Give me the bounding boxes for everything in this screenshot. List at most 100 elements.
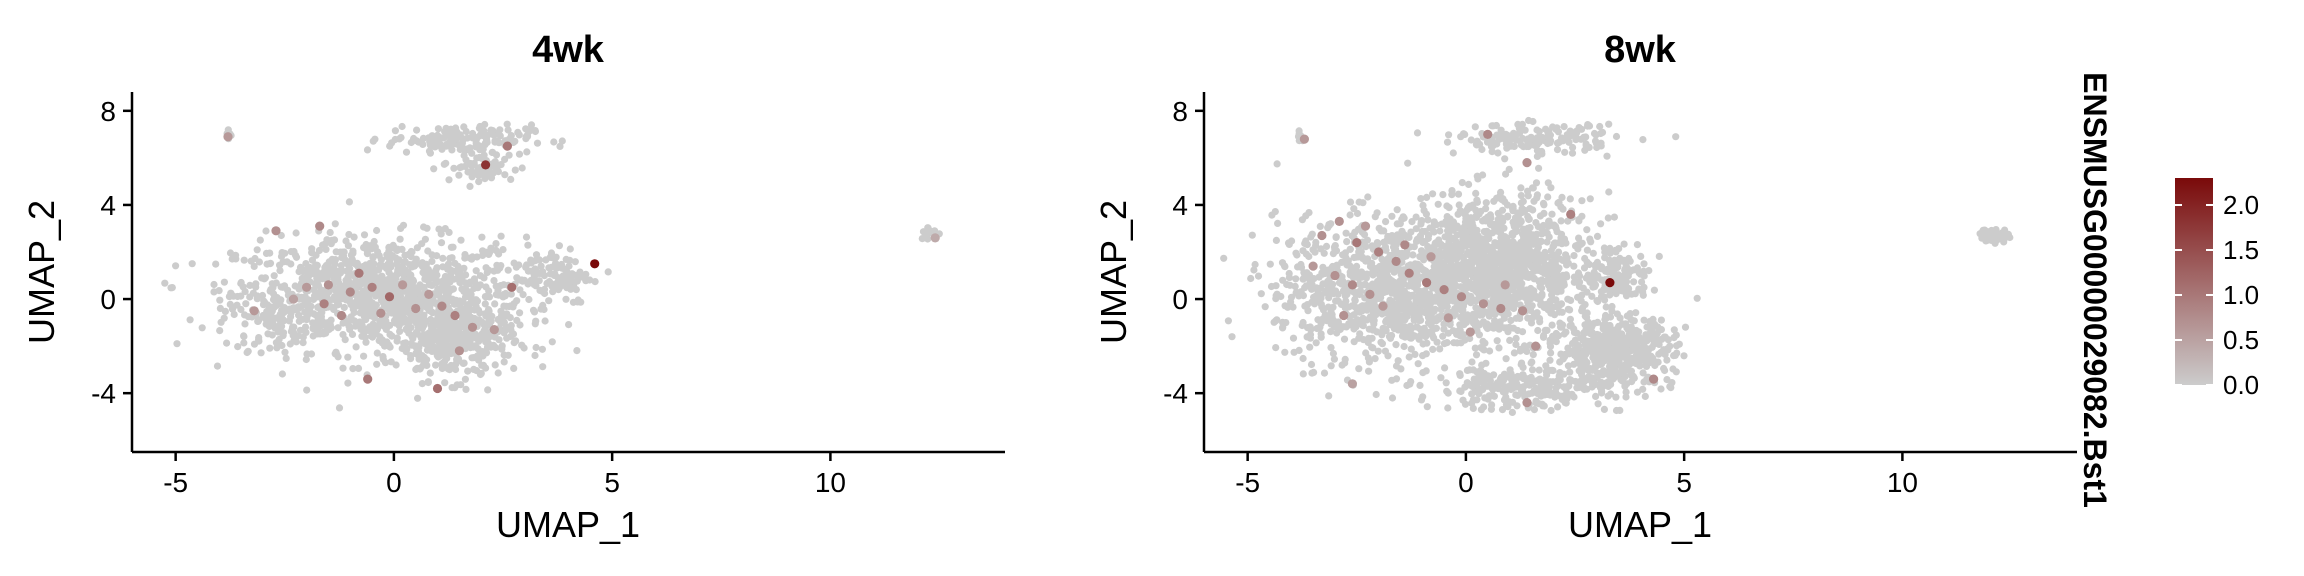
cell-point bbox=[1308, 369, 1316, 377]
cell-point bbox=[409, 282, 417, 290]
cell-point bbox=[604, 268, 612, 276]
cell-point bbox=[523, 148, 531, 156]
cell-point bbox=[1533, 126, 1541, 134]
cell-point bbox=[1368, 334, 1376, 342]
cell-point bbox=[1680, 352, 1688, 360]
cell-point bbox=[1397, 271, 1405, 279]
cell-point bbox=[1525, 215, 1533, 223]
expressing-cell-point bbox=[345, 287, 355, 297]
cell-point bbox=[425, 329, 433, 337]
cell-point bbox=[1411, 350, 1419, 358]
cell-point bbox=[1247, 274, 1255, 283]
cell-point bbox=[1512, 136, 1520, 144]
cell-point bbox=[1482, 199, 1490, 207]
cell-point bbox=[220, 278, 228, 286]
cell-point bbox=[1292, 288, 1300, 296]
cell-point bbox=[1615, 358, 1623, 366]
cell-point bbox=[473, 367, 481, 375]
cell-point bbox=[240, 339, 248, 347]
cell-point bbox=[1438, 267, 1446, 275]
cell-point bbox=[468, 149, 476, 157]
expressing-cell-point bbox=[930, 233, 940, 243]
cell-point bbox=[1672, 331, 1680, 339]
cell-point bbox=[1332, 233, 1340, 241]
cell-point bbox=[1561, 148, 1569, 156]
cell-point bbox=[531, 351, 539, 360]
cell-point bbox=[576, 268, 584, 276]
cell-point bbox=[443, 350, 451, 359]
cell-point bbox=[409, 276, 417, 284]
cell-point bbox=[339, 319, 347, 327]
cell-point bbox=[1427, 315, 1435, 323]
cell-point bbox=[263, 260, 271, 268]
cell-point bbox=[1394, 238, 1402, 246]
cell-point bbox=[518, 341, 526, 349]
cell-point bbox=[500, 329, 508, 337]
cell-point bbox=[1590, 335, 1598, 343]
cell-point bbox=[1579, 284, 1587, 292]
cell-point bbox=[511, 166, 519, 174]
cell-point bbox=[449, 296, 457, 305]
cell-point bbox=[484, 386, 492, 394]
cell-point bbox=[503, 334, 511, 342]
cell-point bbox=[1547, 349, 1555, 357]
cell-point bbox=[1621, 367, 1629, 375]
cell-point bbox=[566, 245, 574, 253]
cell-point bbox=[1311, 248, 1319, 256]
cell-point bbox=[1592, 392, 1600, 400]
cell-point bbox=[1391, 246, 1399, 255]
cell-point bbox=[1600, 244, 1608, 252]
cell-point bbox=[1281, 302, 1289, 310]
cell-point bbox=[402, 148, 411, 156]
cell-point bbox=[344, 379, 352, 387]
cell-point bbox=[287, 313, 295, 321]
cell-point bbox=[1563, 131, 1571, 139]
cell-point bbox=[332, 278, 340, 286]
cell-point bbox=[1314, 297, 1322, 305]
cell-point bbox=[357, 280, 365, 288]
cell-point bbox=[1382, 246, 1390, 254]
cell-point bbox=[370, 237, 378, 246]
cell-point bbox=[444, 265, 452, 273]
cell-point bbox=[1312, 339, 1320, 347]
cell-point bbox=[1529, 117, 1537, 126]
cell-point bbox=[1672, 368, 1680, 376]
cell-point bbox=[276, 261, 284, 269]
cell-point bbox=[1341, 355, 1349, 363]
cell-point bbox=[372, 323, 380, 331]
cell-point bbox=[483, 268, 491, 277]
cell-point bbox=[1351, 297, 1359, 305]
cell-point bbox=[1437, 374, 1445, 382]
cell-point bbox=[1541, 326, 1549, 334]
cell-point bbox=[368, 262, 377, 270]
cell-point bbox=[322, 245, 330, 253]
cell-point bbox=[1535, 164, 1543, 172]
cell-point bbox=[1546, 356, 1554, 364]
cell-point bbox=[1562, 328, 1570, 336]
cell-point bbox=[1533, 134, 1541, 142]
cell-point bbox=[295, 317, 303, 325]
cell-point bbox=[492, 344, 500, 352]
cell-point bbox=[492, 240, 500, 248]
cell-point bbox=[392, 313, 400, 321]
cell-point bbox=[1377, 227, 1385, 235]
cell-point bbox=[1514, 326, 1522, 335]
cell-point bbox=[470, 132, 478, 141]
cell-point bbox=[1519, 289, 1527, 298]
cell-point bbox=[422, 336, 430, 344]
cell-point bbox=[1425, 231, 1433, 239]
cell-point bbox=[241, 320, 249, 328]
cell-point bbox=[1449, 243, 1457, 251]
cell-point bbox=[1558, 283, 1566, 291]
cell-point bbox=[418, 380, 426, 388]
cell-point bbox=[327, 240, 335, 248]
cell-point bbox=[1313, 324, 1321, 333]
panel-title: 8wk bbox=[1604, 29, 1677, 71]
cell-point bbox=[500, 319, 508, 327]
cell-point bbox=[1360, 240, 1368, 248]
cell-point bbox=[1324, 303, 1332, 311]
cell-point bbox=[1533, 146, 1541, 155]
cell-point bbox=[393, 269, 402, 277]
cell-point bbox=[1330, 317, 1338, 325]
cell-point bbox=[1547, 406, 1555, 415]
